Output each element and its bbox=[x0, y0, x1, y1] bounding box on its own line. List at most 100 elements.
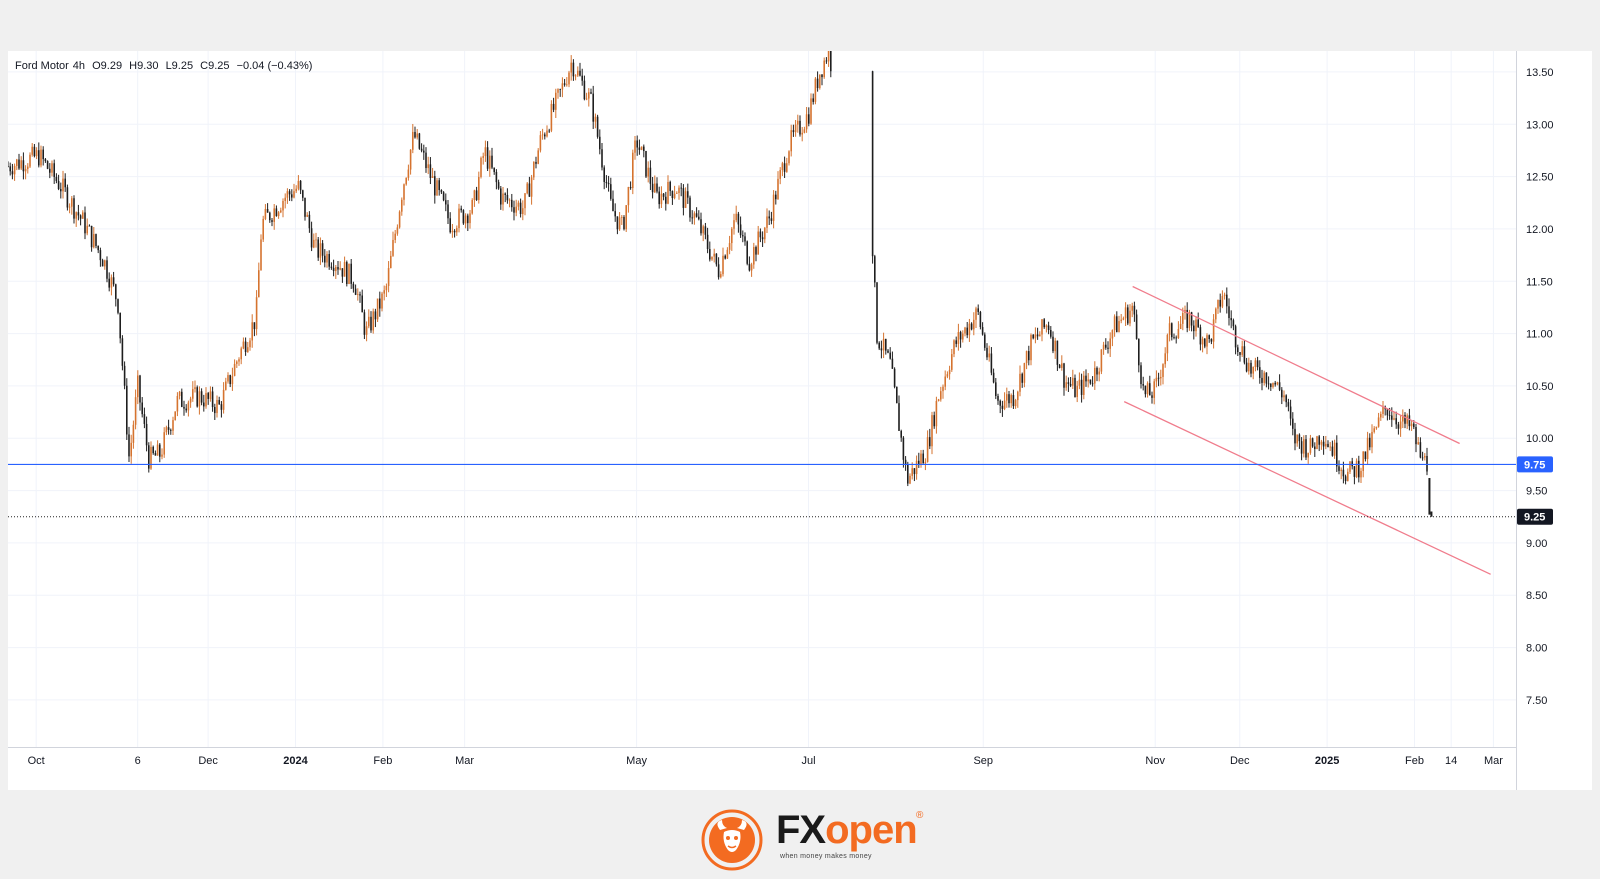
x-tick-label: Feb bbox=[373, 755, 392, 767]
candle-body bbox=[660, 193, 663, 205]
y-tick-label: 13.50 bbox=[1526, 67, 1554, 79]
candle-body bbox=[629, 187, 632, 189]
candle-body bbox=[907, 464, 909, 484]
candle-body bbox=[1325, 443, 1327, 447]
candle-body bbox=[1072, 377, 1074, 386]
candle-body bbox=[288, 191, 291, 195]
candle-body bbox=[1168, 323, 1171, 335]
candle-body bbox=[676, 192, 678, 194]
candle-body bbox=[297, 180, 300, 189]
candle-body bbox=[46, 161, 49, 169]
candle-body bbox=[299, 180, 302, 191]
candle-body bbox=[1338, 466, 1340, 471]
candle-body bbox=[73, 198, 75, 219]
candles bbox=[8, 51, 1428, 487]
candle-body bbox=[84, 212, 86, 234]
candle-body bbox=[656, 183, 658, 192]
candle-body bbox=[209, 391, 212, 399]
candle-body bbox=[1426, 455, 1428, 472]
candle-body bbox=[317, 239, 319, 258]
candle-body bbox=[918, 460, 920, 465]
candle-body bbox=[440, 190, 443, 193]
candle-body bbox=[198, 391, 201, 407]
candle-body bbox=[1014, 400, 1017, 407]
candle-body bbox=[68, 206, 71, 208]
candle-body bbox=[517, 202, 520, 207]
candle-body bbox=[1069, 383, 1072, 386]
candle-body bbox=[71, 198, 73, 207]
candle-body bbox=[132, 424, 135, 443]
candle-body bbox=[1028, 351, 1030, 361]
candle-body bbox=[266, 209, 269, 213]
candle-body bbox=[1162, 364, 1164, 377]
candle-body bbox=[1144, 385, 1147, 395]
candle-body bbox=[500, 188, 502, 205]
channel-lower-line[interactable] bbox=[1123, 401, 1491, 575]
candle-body bbox=[339, 268, 341, 270]
candle-body bbox=[1364, 451, 1367, 460]
candle-body bbox=[1061, 363, 1063, 368]
candle-body bbox=[1329, 446, 1331, 448]
candle-body bbox=[909, 475, 911, 484]
candle-body bbox=[1149, 383, 1151, 396]
candle-body bbox=[1230, 318, 1232, 321]
candle-body bbox=[711, 256, 713, 260]
legend-symbol[interactable]: Ford Motor bbox=[15, 60, 69, 72]
x-tick-label: Jul bbox=[801, 755, 815, 767]
chart-panel[interactable]: 13.50 13.00 12.50 12.00 11.50 11.00 10.50 10.00… bbox=[8, 51, 1592, 790]
candle-body bbox=[962, 333, 964, 340]
candle-body bbox=[662, 193, 665, 197]
candle-body bbox=[1254, 360, 1257, 367]
candle-body bbox=[273, 208, 275, 222]
candle-body bbox=[497, 182, 500, 189]
candle-body bbox=[143, 414, 146, 424]
candle-body bbox=[137, 375, 139, 398]
candle-body bbox=[794, 124, 797, 133]
candle-body bbox=[1300, 441, 1303, 454]
candle-body bbox=[284, 197, 286, 201]
candle-body bbox=[1336, 442, 1338, 467]
candle-body bbox=[77, 212, 80, 216]
candle-body bbox=[480, 157, 482, 177]
candle-body bbox=[1305, 439, 1307, 458]
candle-body bbox=[412, 131, 414, 150]
candle-body bbox=[896, 386, 898, 404]
candle-body bbox=[1248, 362, 1250, 372]
candle-body bbox=[163, 432, 165, 455]
candle-body bbox=[955, 340, 957, 344]
candle-body bbox=[416, 133, 418, 138]
candle-body bbox=[1322, 441, 1325, 447]
candle-body bbox=[66, 187, 69, 208]
candle-body bbox=[306, 214, 308, 217]
candle-body bbox=[645, 151, 647, 177]
candle-body bbox=[935, 400, 938, 427]
candle-body bbox=[170, 429, 172, 431]
candle-body bbox=[874, 256, 876, 283]
candle-body bbox=[647, 167, 649, 177]
candle-body bbox=[603, 167, 605, 182]
candle-body bbox=[1142, 384, 1144, 386]
candle-body bbox=[968, 323, 971, 336]
candle-body bbox=[445, 200, 447, 205]
brand-tagline: when money makes money bbox=[780, 853, 872, 860]
candle-body bbox=[623, 217, 625, 230]
legend-open: O9.29 bbox=[92, 60, 123, 72]
y-tick-label: 7.50 bbox=[1526, 695, 1547, 707]
channel-upper-line[interactable] bbox=[1132, 285, 1460, 445]
candle-body bbox=[618, 217, 621, 230]
candle-body bbox=[260, 239, 262, 271]
candle-body bbox=[964, 327, 966, 334]
candle-body bbox=[1151, 395, 1153, 398]
candle-body bbox=[612, 198, 614, 212]
candle-body bbox=[35, 150, 38, 157]
legend-interval[interactable]: 4h bbox=[72, 60, 86, 72]
candle-body bbox=[588, 92, 590, 99]
candle-body bbox=[1008, 394, 1010, 404]
candle-body bbox=[568, 72, 570, 85]
candle-body bbox=[1012, 395, 1015, 407]
candle-body bbox=[231, 375, 234, 385]
candle-body bbox=[165, 427, 168, 433]
candle-body bbox=[579, 70, 581, 76]
brand-open: open bbox=[825, 808, 918, 852]
price-chart[interactable]: 13.50 13.00 12.50 12.00 11.50 11.00 10.50 10.00… bbox=[8, 51, 1592, 790]
